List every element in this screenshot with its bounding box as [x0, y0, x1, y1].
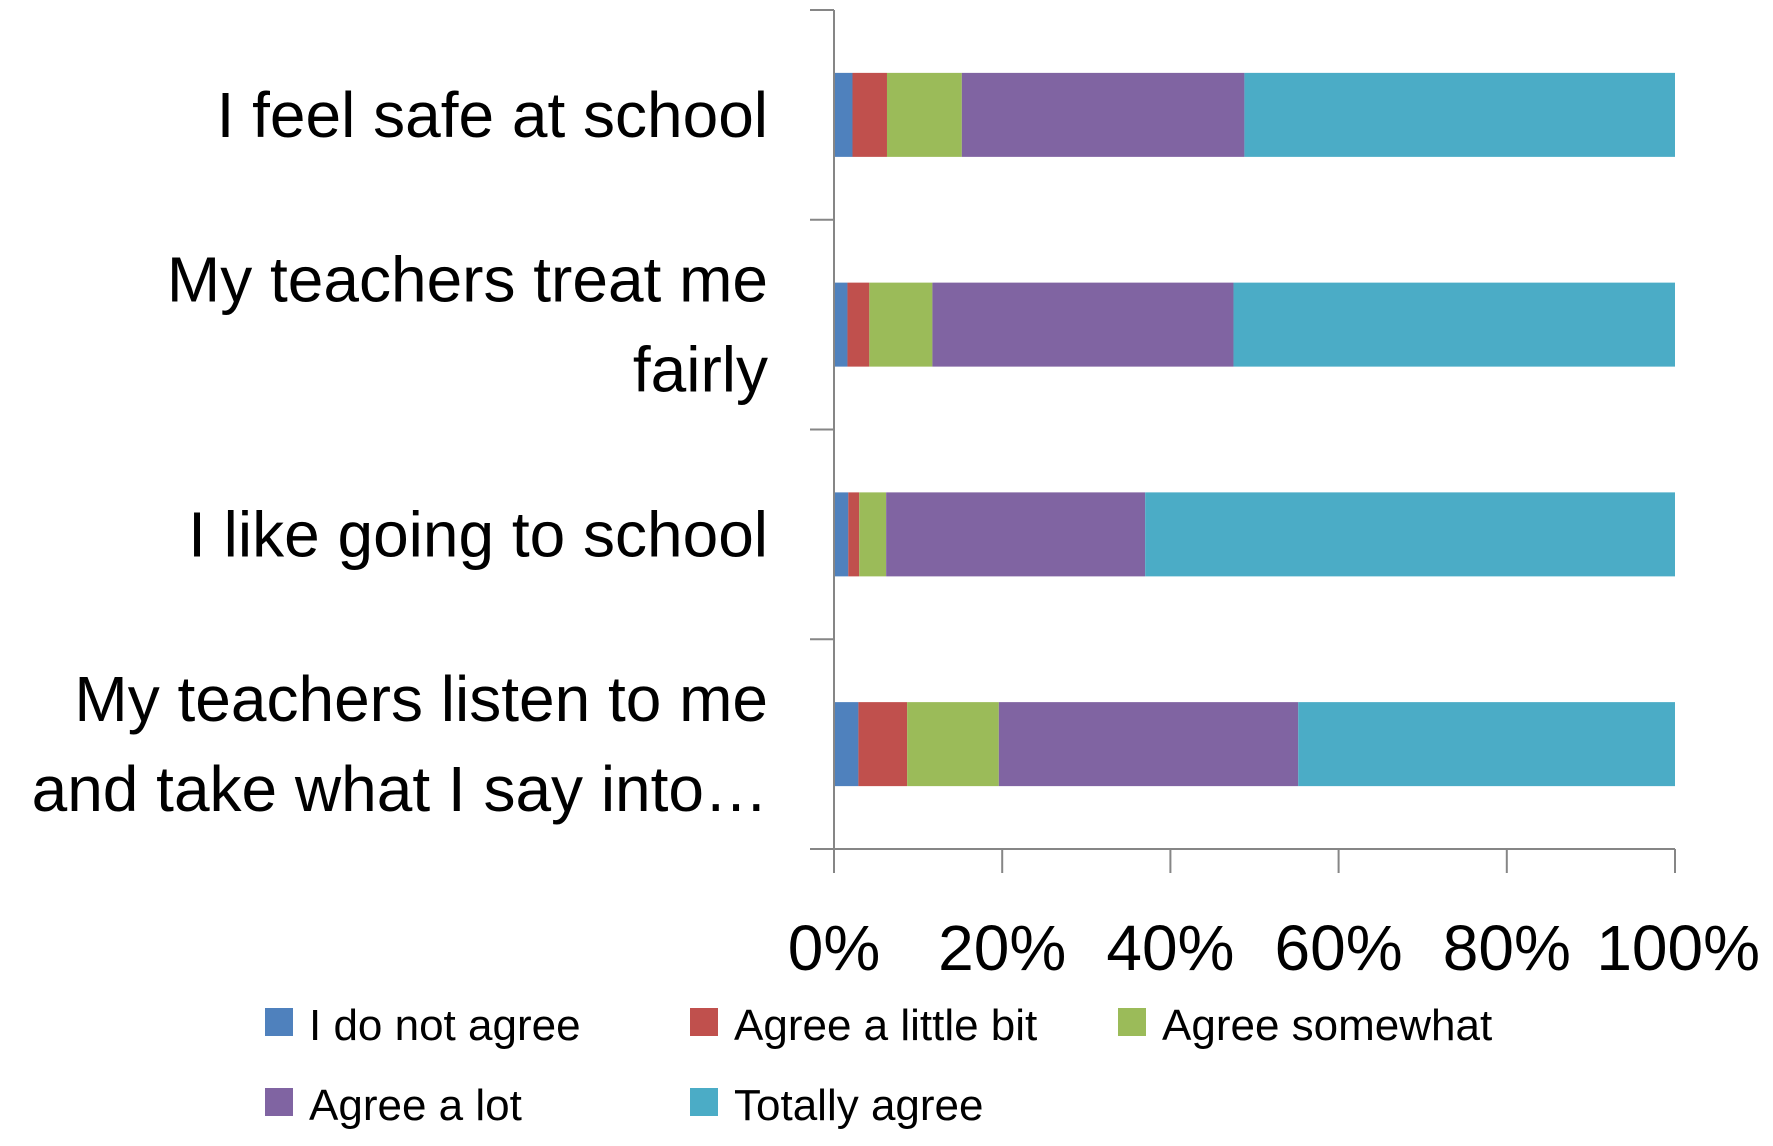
legend: I do not agree Agree a little bit Agree so… — [265, 1001, 1492, 1130]
category-label: I feel safe at school — [217, 79, 768, 151]
x-tick-label: 40% — [1106, 912, 1234, 984]
x-tick-labels: 0% 20% 40% 60% 80% 100% — [788, 912, 1760, 984]
bar-segment-0-1 — [852, 72, 887, 157]
bar-segment-1-1 — [847, 282, 870, 367]
bar-segment-2-0 — [834, 492, 849, 577]
legend-label-4: Totally agree — [734, 1081, 983, 1130]
x-tick-label: 80% — [1443, 912, 1571, 984]
category-label: My teachers treat me — [167, 244, 768, 316]
legend-label-2: Agree somewhat — [1162, 1001, 1492, 1050]
category-label: fairly — [633, 334, 768, 406]
x-tick-label: 100% — [1596, 912, 1760, 984]
bar-segment-2-2 — [859, 492, 887, 577]
bar-segment-3-2 — [907, 702, 999, 787]
category-labels: I feel safe at school My teachers treat m… — [32, 79, 768, 825]
category-label: and take what I say into… — [32, 753, 768, 825]
axes-group — [810, 9, 1676, 873]
x-tick-label: 0% — [788, 912, 881, 984]
legend-label-0: I do not agree — [309, 1001, 581, 1050]
bar-segment-0-2 — [886, 72, 962, 157]
bar-segment-0-3 — [961, 72, 1245, 157]
category-label: I like going to school — [188, 498, 768, 570]
bars-group — [834, 72, 1675, 787]
bar-segment-3-0 — [834, 702, 859, 787]
bar-segment-2-4 — [1145, 492, 1675, 577]
legend-swatch-2 — [1118, 1008, 1146, 1036]
legend-label-3: Agree a lot — [309, 1081, 522, 1130]
legend-swatch-0 — [265, 1008, 293, 1036]
legend-label-1: Agree a little bit — [734, 1001, 1037, 1050]
bar-segment-3-4 — [1298, 702, 1675, 787]
bar-segment-1-2 — [869, 282, 933, 367]
bar-segment-1-4 — [1233, 282, 1675, 367]
bar-segment-1-0 — [834, 282, 848, 367]
legend-swatch-3 — [265, 1088, 293, 1116]
category-label: My teachers listen to me — [74, 663, 768, 735]
x-tick-label: 20% — [938, 912, 1066, 984]
bar-segment-3-3 — [998, 702, 1299, 787]
legend-swatch-4 — [690, 1088, 718, 1116]
legend-swatch-1 — [690, 1008, 718, 1036]
bar-segment-1-3 — [932, 282, 1234, 367]
bar-segment-0-4 — [1244, 72, 1675, 157]
bar-segment-2-3 — [886, 492, 1146, 577]
bar-segment-0-0 — [834, 72, 853, 157]
x-tick-label: 60% — [1275, 912, 1403, 984]
bar-segment-3-1 — [858, 702, 908, 787]
bar-segment-2-1 — [848, 492, 860, 577]
